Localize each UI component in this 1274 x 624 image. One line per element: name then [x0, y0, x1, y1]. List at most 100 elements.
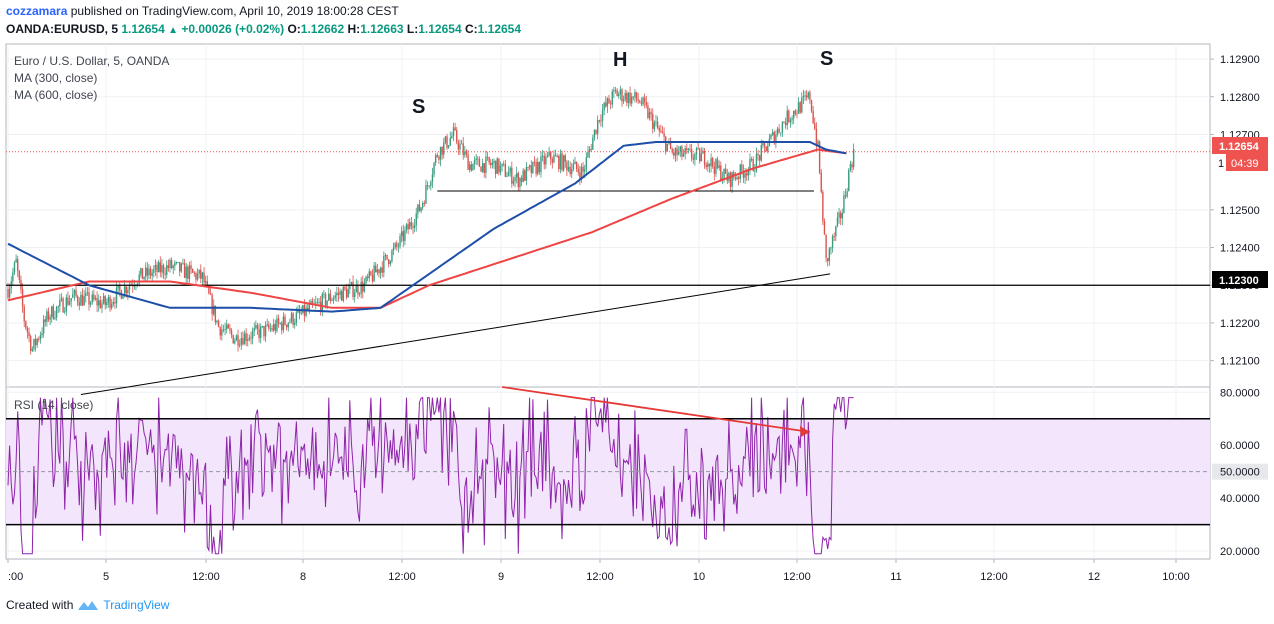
candle-body [457, 142, 460, 150]
x-tick-label: 12:00 [586, 571, 614, 583]
divergence-arrow [501, 386, 811, 433]
candle-body [660, 130, 662, 132]
candle-body [26, 328, 29, 333]
candle-body [57, 306, 59, 308]
candle-body [188, 265, 191, 279]
candle-body [528, 165, 531, 168]
candle-body [221, 329, 223, 336]
candle-body [332, 298, 335, 300]
candle-body [169, 260, 171, 268]
level-badge [1212, 271, 1268, 288]
overlays [6, 141, 1210, 396]
candle-body [67, 297, 69, 305]
candle-body [703, 150, 706, 165]
candle-body [588, 148, 591, 152]
candle-body [776, 128, 779, 135]
candle-body [370, 271, 372, 275]
candle-body [791, 118, 793, 120]
candle-body [794, 110, 797, 114]
candle-body [149, 268, 152, 276]
symbol-line: OANDA:EURUSD, 5 1.12654 ▲ +0.00026 (+0.0… [6, 22, 521, 36]
candle-body [784, 122, 787, 126]
published-text: published on TradingView.com, April 10, … [70, 4, 399, 18]
candle-body [605, 102, 607, 107]
candle-body [217, 320, 220, 328]
candle-body [483, 163, 485, 173]
divergence-arrow-head [799, 425, 810, 437]
candle-body [444, 136, 447, 143]
candle-body [426, 185, 429, 186]
candle-body [200, 269, 202, 279]
candle-body [93, 294, 95, 300]
candle-body [287, 322, 289, 328]
candle-body [679, 146, 681, 152]
candle-body [499, 165, 502, 173]
candle-body [172, 266, 174, 269]
candle-body [841, 212, 843, 219]
footer: Created with TradingView [6, 598, 169, 612]
candle-body [219, 327, 221, 336]
candle-body [700, 153, 703, 162]
candle-body [514, 177, 516, 181]
candle-body [342, 286, 345, 301]
candle-body [258, 329, 260, 339]
candle-body [98, 300, 100, 306]
candle-body [73, 290, 76, 295]
candle-body [182, 263, 184, 265]
candle-body [360, 281, 362, 294]
candle-body [600, 120, 602, 122]
candle-body [222, 329, 225, 331]
candle-body [593, 129, 596, 138]
candle-body [388, 259, 390, 264]
candle-body [300, 313, 302, 314]
label-s-right: S [820, 48, 833, 70]
candle-body [460, 143, 463, 145]
candle-body [622, 99, 625, 102]
candle-body [710, 158, 712, 167]
high-value: 1.12663 [360, 22, 404, 36]
candle-body [750, 158, 753, 160]
candle-body [175, 262, 178, 264]
candle-body [439, 146, 442, 160]
candle-body [851, 164, 853, 168]
candle-body [153, 269, 155, 273]
candle-body [422, 203, 424, 208]
candle-body [572, 164, 575, 170]
candle-body [754, 170, 756, 172]
candle-body [76, 296, 79, 303]
rsi-tick-label: 50.0000 [1220, 467, 1260, 479]
candle-body [375, 265, 377, 273]
candle-body [307, 307, 309, 311]
candle-body [341, 291, 343, 301]
candle-body [833, 236, 835, 237]
candle-body [329, 293, 332, 301]
candle-body [294, 322, 296, 325]
up-triangle-icon: ▲ [168, 25, 178, 36]
author-link[interactable]: cozzamara [6, 4, 68, 18]
candle-body [72, 294, 74, 298]
candle-body [80, 294, 82, 306]
candle-body [592, 137, 594, 150]
candle-body [44, 319, 46, 322]
candle-body [712, 158, 714, 167]
candle-body [601, 110, 604, 121]
candle-body [464, 151, 466, 156]
trendline [80, 273, 831, 396]
candle-body [831, 236, 834, 248]
candle-body [739, 164, 741, 179]
candle-body [119, 285, 121, 291]
candle-body [368, 271, 370, 279]
candle-body [773, 132, 775, 144]
open-value: 1.12662 [300, 22, 345, 36]
tradingview-brand[interactable]: TradingView [103, 598, 170, 612]
candle-body [191, 269, 194, 273]
candle-body [46, 311, 48, 322]
candle-body [815, 128, 818, 145]
candle-body [392, 247, 395, 251]
close-value: 1.12654 [477, 22, 522, 36]
candle-body [112, 301, 114, 304]
candle-body [699, 148, 701, 162]
label-h: H [613, 49, 627, 71]
candle-body [650, 112, 652, 115]
